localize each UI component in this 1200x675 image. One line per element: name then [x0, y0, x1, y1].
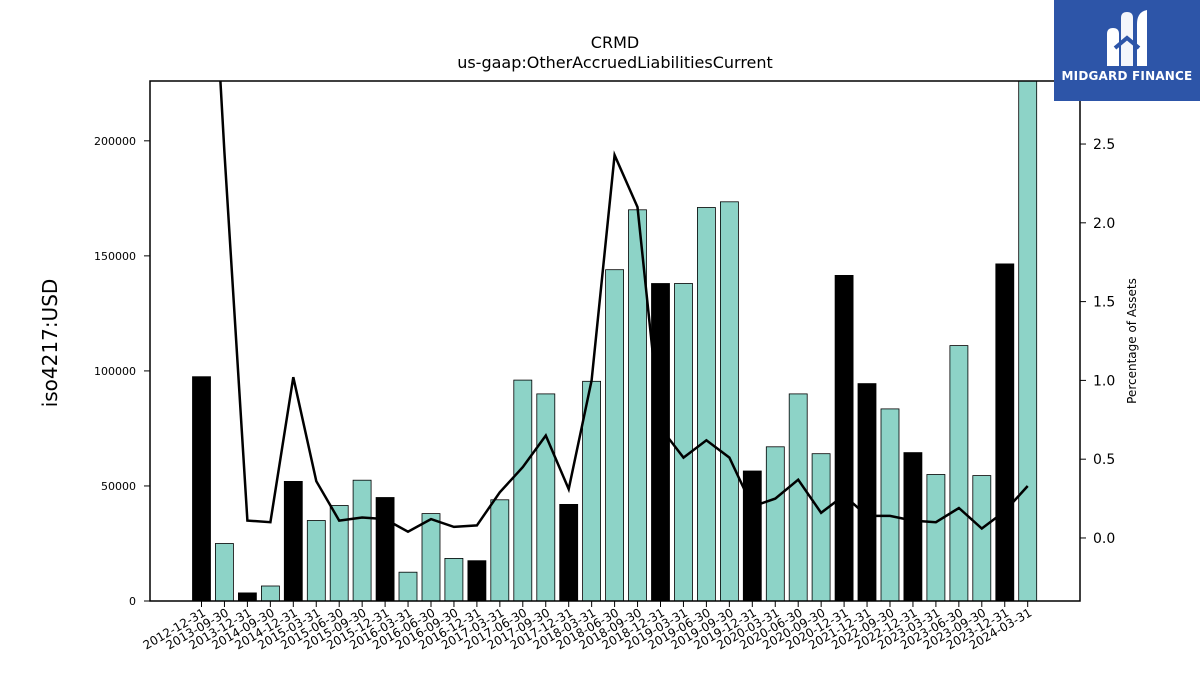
y2-tick-label: 0.0: [1093, 531, 1115, 547]
bar: [651, 283, 670, 602]
bar: [949, 345, 969, 602]
bar: [834, 274, 854, 602]
bar: [674, 283, 693, 602]
bar: [559, 503, 579, 602]
bar: [444, 558, 464, 602]
bar: [260, 585, 280, 602]
bar: [811, 453, 831, 602]
percentage-line: [219, 80, 1029, 534]
y2-tick-label: 0.5: [1093, 452, 1115, 468]
chart-subtitle: us-gaap:OtherAccruedLiabilitiesCurrent: [457, 53, 773, 72]
bar: [306, 520, 326, 602]
y2-axis-label: Percentage of Assets: [1125, 278, 1139, 404]
bar: [972, 475, 992, 602]
y-tick-label: 150000: [94, 250, 136, 263]
bar: [283, 480, 303, 602]
bar: [697, 207, 716, 602]
bar: [926, 474, 946, 602]
bar: [765, 446, 785, 602]
bar: [720, 201, 739, 602]
y2-tick-label: 2.5: [1093, 137, 1115, 153]
y2-tick-label: 1.0: [1093, 373, 1115, 389]
bar: [214, 543, 234, 602]
midgard-logo-icon: [1107, 10, 1147, 66]
bar: [375, 497, 395, 602]
bar: [903, 452, 923, 602]
bar: [352, 479, 372, 602]
brand-logo: MIDGARD FINANCE: [1054, 0, 1200, 101]
bar: [237, 592, 257, 602]
chart-title: CRMD: [591, 33, 639, 52]
y-tick-label: 50000: [101, 480, 136, 493]
brand-name: MIDGARD FINANCE: [1061, 69, 1193, 83]
y2-tick-label: 1.5: [1093, 295, 1115, 311]
bar: [192, 376, 211, 602]
bar: [788, 393, 808, 602]
bar: [1018, 80, 1038, 602]
bar: [857, 383, 877, 602]
bar: [513, 379, 533, 602]
bar: [490, 499, 510, 602]
y-tick-label: 200000: [94, 135, 136, 148]
y-axis-label: iso4217:USD: [38, 279, 62, 408]
bar: [536, 393, 556, 602]
y-tick-label: 0: [129, 595, 136, 608]
bar: [421, 513, 441, 602]
y-tick-label: 100000: [94, 365, 136, 378]
bar: [398, 571, 418, 602]
y2-tick-label: 2.0: [1093, 216, 1115, 232]
bar: [467, 560, 487, 602]
bar: [995, 263, 1015, 602]
bar: [605, 269, 624, 602]
bar: [880, 408, 900, 602]
